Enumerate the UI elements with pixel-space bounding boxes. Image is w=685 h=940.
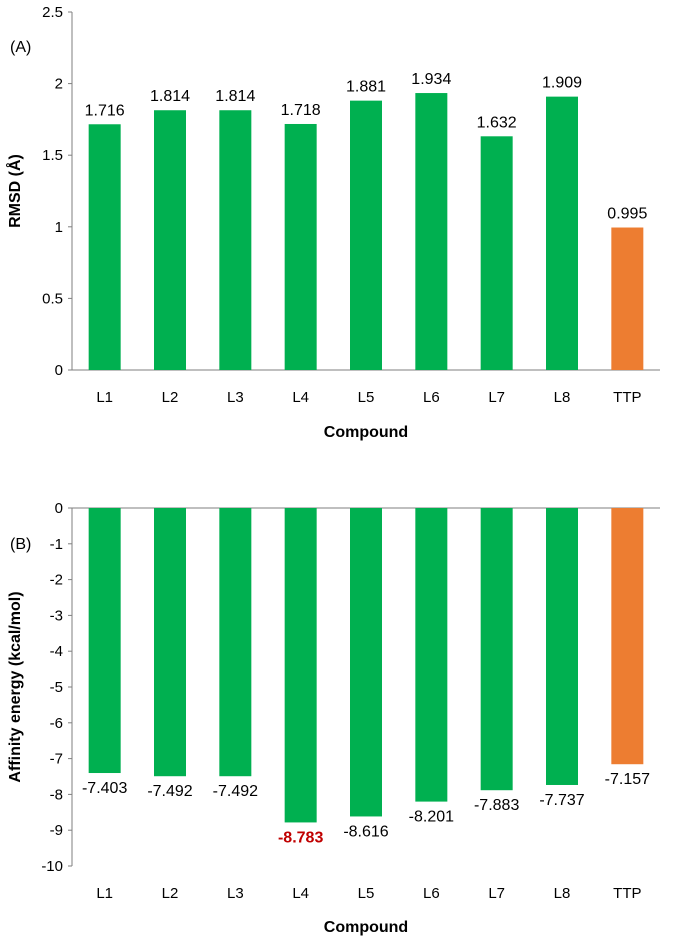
bar-l8 [546, 508, 578, 785]
bar-l7 [480, 508, 513, 791]
data-label-l5: 1.881 [346, 79, 386, 96]
y-tick-label: -3 [50, 607, 63, 624]
bar-l6 [415, 93, 448, 370]
y-tick-label: -9 [50, 822, 63, 839]
y-tick-label: 0.5 [42, 290, 63, 307]
y-axis-title: RMSD (Å) [5, 154, 24, 228]
data-label-l6: 1.934 [411, 71, 451, 88]
x-tick-label-l3: L3 [227, 885, 244, 902]
x-tick-label-l7: L7 [488, 885, 505, 902]
chart-panel-a: 0 0.5 1 1.5 2 2.5 1.716 L1 1.814 L2 1.814 L3 1.718 L4… [5, 4, 660, 441]
panel-label: (B) [10, 536, 31, 553]
x-tick-label-l6: L6 [423, 389, 440, 406]
x-tick-label-l8: L8 [554, 885, 571, 902]
y-tick-label: -5 [50, 679, 63, 696]
data-label-l3: 1.814 [215, 88, 255, 105]
bar-l2 [154, 508, 186, 777]
x-tick-label-l2: L2 [162, 885, 179, 902]
data-label-ttp: -7.157 [605, 771, 650, 788]
y-tick-label: 2.5 [42, 4, 63, 21]
y-tick-label: -10 [41, 858, 63, 875]
bar-ttp [611, 508, 644, 765]
x-tick-label-l2: L2 [162, 389, 179, 406]
bar-l6 [415, 508, 448, 802]
bar-l8 [546, 96, 578, 371]
y-tick-label: 1.5 [42, 147, 63, 164]
x-tick-label-l4: L4 [292, 389, 309, 406]
y-tick-label: 1 [55, 219, 63, 236]
data-label-l1: -7.403 [82, 780, 127, 797]
y-tick-label: -4 [50, 643, 63, 660]
data-label-l2: 1.814 [150, 88, 190, 105]
x-tick-label-l4: L4 [292, 885, 309, 902]
bar-l1 [88, 124, 121, 370]
x-axis-title: Compound [324, 919, 408, 936]
data-label-l4: -8.783 [278, 829, 323, 846]
bar-l5 [350, 100, 382, 370]
y-tick-label: -7 [50, 751, 63, 768]
panel-label: (A) [10, 39, 31, 56]
y-tick-label: -2 [50, 572, 63, 589]
chart-panel-b: 0 -1 -2 -3 -4 -5 -6 -7 -8 -9 -10 -7.403 L1 -7.492 L2 -7… [7, 500, 660, 936]
bar-l2 [154, 110, 186, 370]
y-axis-title: Affinity energy (kcal/mol) [7, 591, 24, 782]
bar-l1 [88, 508, 121, 774]
x-tick-label-ttp: TTP [613, 885, 641, 902]
data-label-l5: -8.616 [343, 823, 388, 840]
data-label-l2: -7.492 [147, 783, 192, 800]
data-label-l6: -8.201 [409, 809, 454, 826]
x-axis-title: Compound [324, 424, 408, 441]
y-tick-label: 2 [55, 76, 63, 93]
bar-l7 [480, 136, 513, 370]
bar-l3 [219, 508, 252, 777]
data-label-l4: 1.718 [281, 102, 321, 119]
x-tick-label-l7: L7 [488, 389, 505, 406]
x-tick-label-l1: L1 [96, 389, 113, 406]
data-label-l8: 1.909 [542, 75, 582, 92]
x-tick-label-l3: L3 [227, 389, 244, 406]
bar-l4 [284, 123, 317, 371]
x-tick-label-ttp: TTP [613, 389, 641, 406]
x-tick-label-l5: L5 [358, 389, 375, 406]
data-label-l7: -7.883 [474, 797, 519, 814]
x-tick-label-l8: L8 [554, 389, 571, 406]
y-tick-label: 0 [55, 362, 63, 379]
y-tick-label: -1 [50, 536, 63, 553]
bar-l4 [284, 508, 317, 823]
data-label-l3: -7.492 [213, 783, 258, 800]
bar-l3 [219, 110, 252, 370]
x-tick-label-l6: L6 [423, 885, 440, 902]
data-label-l7: 1.632 [477, 114, 517, 131]
x-tick-label-l5: L5 [358, 885, 375, 902]
y-tick-label: -6 [50, 715, 63, 732]
data-label-ttp: 0.995 [607, 206, 647, 223]
x-tick-label-l1: L1 [96, 885, 113, 902]
data-label-l8: -7.737 [539, 792, 584, 809]
data-label-l1: 1.716 [85, 102, 125, 119]
y-tick-label: 0 [55, 500, 63, 517]
bar-ttp [611, 227, 644, 370]
y-tick-label: -8 [50, 786, 63, 803]
bar-l5 [350, 508, 382, 817]
